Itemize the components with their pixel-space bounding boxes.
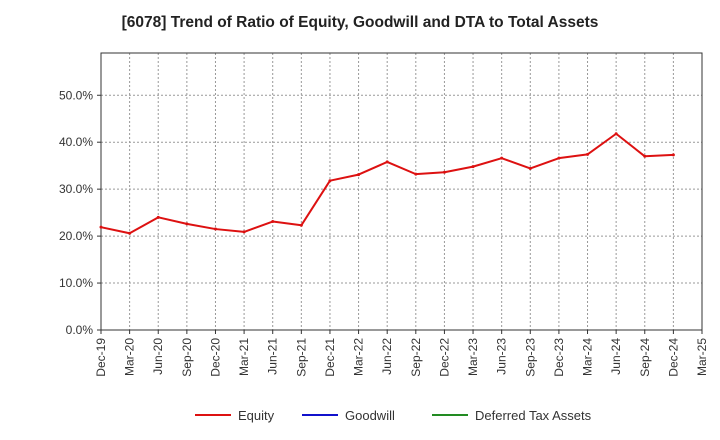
equity-point bbox=[128, 231, 132, 235]
x-tick-label: Jun-23 bbox=[495, 338, 509, 375]
x-tick-label: Dec-20 bbox=[208, 338, 222, 377]
equity-point bbox=[500, 156, 504, 160]
plot-frame bbox=[100, 52, 703, 331]
x-tick-label: Dec-22 bbox=[437, 338, 451, 377]
x-tick-label: Dec-23 bbox=[552, 338, 566, 377]
x-tick-label: Sep-23 bbox=[523, 338, 537, 377]
equity-point bbox=[328, 179, 332, 183]
equity-point bbox=[471, 165, 475, 169]
x-tick-label: Mar-23 bbox=[466, 338, 480, 376]
x-tick-label: Mar-20 bbox=[123, 338, 137, 376]
y-tick-label: 40.0% bbox=[59, 135, 93, 149]
equity-point bbox=[614, 132, 618, 136]
x-tick-label: Mar-24 bbox=[581, 338, 595, 376]
x-tick-label: Mar-25 bbox=[695, 338, 709, 376]
x-tick-label: Sep-22 bbox=[409, 338, 423, 377]
chart-title: [6078] Trend of Ratio of Equity, Goodwil… bbox=[121, 14, 599, 31]
equity-point bbox=[671, 153, 675, 157]
x-tick-label: Mar-21 bbox=[237, 338, 251, 376]
y-tick-label: 10.0% bbox=[59, 276, 93, 290]
equity-point bbox=[299, 223, 303, 227]
x-tick-label: Sep-20 bbox=[180, 338, 194, 377]
series-layer bbox=[99, 132, 675, 235]
legend-label-goodwill: Goodwill bbox=[345, 408, 395, 423]
equity-point bbox=[586, 152, 590, 156]
y-tick-label: 30.0% bbox=[59, 182, 93, 196]
x-tick-label: Jun-22 bbox=[380, 338, 394, 375]
x-tick-label: Sep-21 bbox=[294, 338, 308, 377]
x-tick-label: Jun-20 bbox=[151, 338, 165, 375]
legend: Equity Goodwill Deferred Tax Assets bbox=[195, 408, 592, 423]
x-tick-label: Sep-24 bbox=[638, 338, 652, 377]
equity-point bbox=[213, 227, 217, 231]
equity-point bbox=[156, 215, 160, 219]
legend-label-equity: Equity bbox=[238, 408, 275, 423]
x-tick-label: Dec-21 bbox=[323, 338, 337, 377]
equity-point bbox=[414, 172, 418, 176]
x-tick-label: Mar-22 bbox=[352, 338, 366, 376]
grid-layer bbox=[101, 53, 702, 330]
x-tick-label: Dec-19 bbox=[94, 338, 108, 377]
equity-point bbox=[185, 222, 189, 226]
equity-point bbox=[643, 154, 647, 158]
x-axis: Dec-19 Mar-20 Jun-20 Sep-20 Dec-20 Mar-21 Jun-… bbox=[94, 330, 709, 377]
equity-point bbox=[528, 166, 532, 170]
equity-point bbox=[242, 230, 246, 234]
y-tick-label: 50.0% bbox=[59, 88, 93, 102]
y-tick-label: 20.0% bbox=[59, 229, 93, 243]
equity-point bbox=[385, 160, 389, 164]
legend-label-deferred-tax-assets: Deferred Tax Assets bbox=[475, 408, 592, 423]
equity-point bbox=[557, 156, 561, 160]
x-tick-label: Jun-21 bbox=[266, 338, 280, 375]
equity-point bbox=[357, 173, 361, 177]
y-tick-label: 0.0% bbox=[66, 323, 94, 337]
equity-point bbox=[99, 225, 103, 229]
equity-point bbox=[442, 170, 446, 174]
equity-point bbox=[271, 220, 275, 224]
y-axis: 0.0% 10.0% 20.0% 30.0% 40.0% 50.0% bbox=[59, 88, 101, 337]
x-tick-label: Dec-24 bbox=[666, 338, 680, 377]
x-tick-label: Jun-24 bbox=[609, 338, 623, 375]
